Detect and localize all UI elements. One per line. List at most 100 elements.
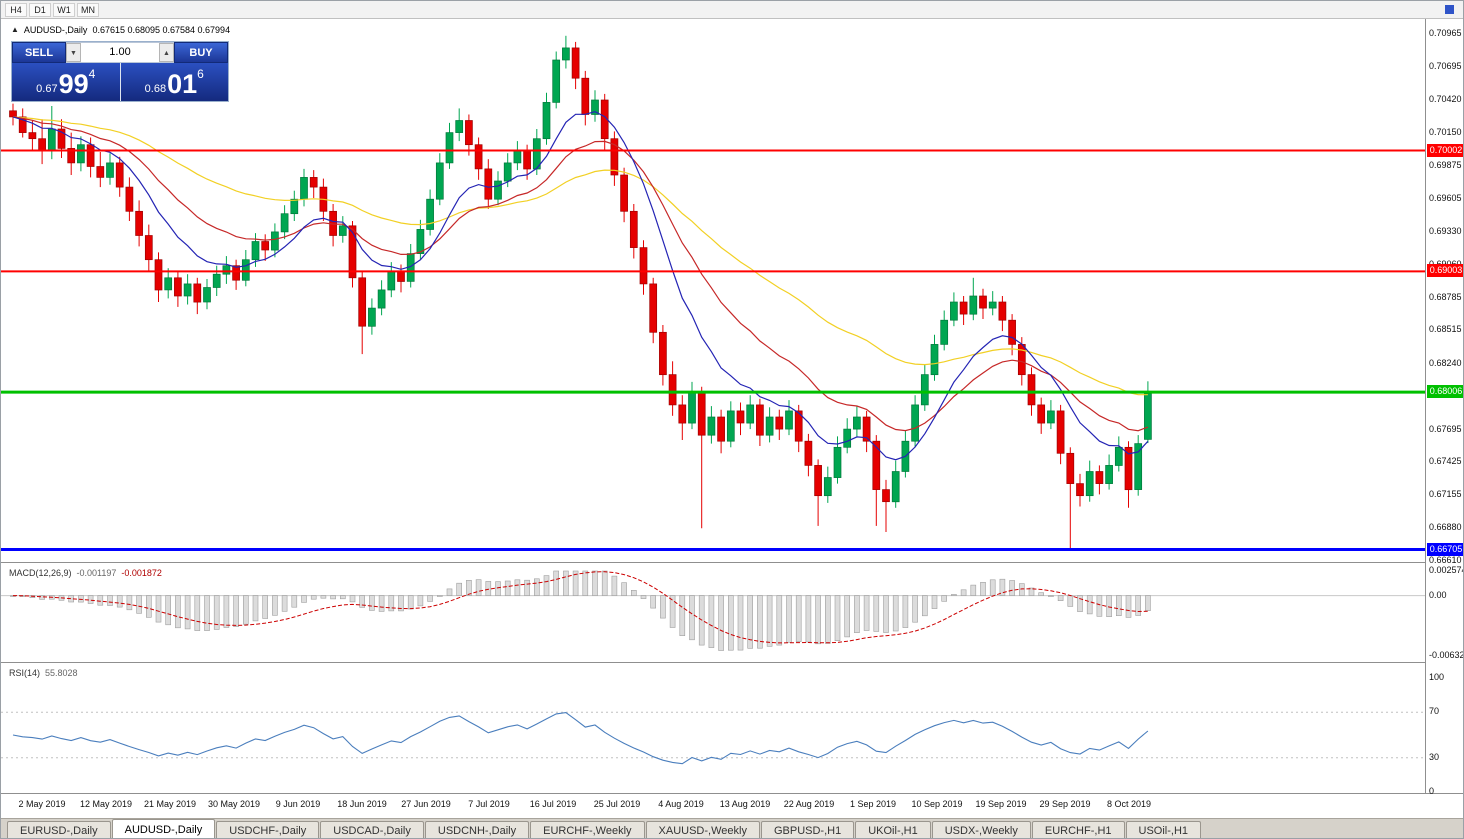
sell-price-big: 99 [58, 69, 89, 99]
rsi-axis-label: 100 [1429, 672, 1445, 682]
price-axis-label: 0.67695 [1429, 424, 1462, 434]
ma-slow-line [12, 116, 1148, 396]
rsi-line [12, 712, 1149, 765]
chart-tab-eurchf-weekly[interactable]: EURCHF-,Weekly [530, 821, 645, 838]
price-axis-label: 0.66880 [1429, 522, 1462, 532]
price-axis-label: 0.70420 [1429, 94, 1462, 104]
rsi-axis-label: 0 [1429, 786, 1435, 796]
chart-tab-eurchf-h1[interactable]: EURCHF-,H1 [1031, 821, 1125, 838]
volume-decrease-button[interactable]: ▼ [66, 43, 81, 62]
macd-axis-label: 0.00 [1429, 590, 1447, 600]
price-axis-label: 0.67425 [1429, 456, 1462, 466]
chart-tab-usdx-weekly[interactable]: USDX-,Weekly [931, 821, 1031, 838]
chart-tab-usoil-h1[interactable]: USOil-,H1 [1125, 821, 1202, 838]
rsi-value: 55.8028 [45, 668, 78, 678]
chart-tab-usdchf-daily[interactable]: USDCHF-,Daily [216, 821, 320, 838]
chart-ohlc-values: 0.67615 0.68095 0.67584 0.67994 [92, 25, 231, 35]
sell-price-small: 0.67 [36, 83, 58, 95]
chart-tabs-bar: EURUSD-,Daily AUDUSD-,Daily USDCHF-,Daily U… [1, 819, 1463, 838]
chart-tab-xauusd-weekly[interactable]: XAUUSD-,Weekly [645, 821, 760, 838]
chart-tab-usdcnh-daily[interactable]: USDCNH-,Daily [424, 821, 530, 838]
volume-input[interactable]: ▼ 1.00 ▲ [66, 42, 174, 63]
price-axis-label: 0.68240 [1429, 358, 1462, 368]
price-axis-label: 0.68785 [1429, 292, 1462, 302]
date-axis-label: 29 Sep 2019 [1039, 799, 1091, 809]
price-axis: 0.70965 0.70695 0.70420 0.70150 0.69875 0.696… [1425, 19, 1464, 796]
timeframe-button-h4[interactable]: H4 [5, 2, 27, 17]
tabbar-separator [1, 818, 1463, 819]
date-axis-label: 9 Jun 2019 [275, 799, 321, 809]
buy-price-pip: 6 [197, 67, 204, 81]
timeframe-toolbar: H4 D1 W1 MN [1, 1, 1463, 19]
date-axis-label: 4 Aug 2019 [658, 799, 704, 809]
price-level-tag[interactable]: 0.66705 [1427, 543, 1463, 556]
timeframe-button-w1[interactable]: W1 [53, 2, 75, 17]
macd-name: MACD(12,26,9) [9, 568, 72, 578]
price-axis-label: 0.70150 [1429, 127, 1462, 137]
buy-button[interactable]: BUY [174, 42, 228, 63]
price-axis-label: 0.70965 [1429, 28, 1462, 38]
date-axis-label: 25 Jul 2019 [593, 799, 641, 809]
date-axis-label: 10 Sep 2019 [911, 799, 963, 809]
macd-axis-label: 0.002574 [1429, 565, 1464, 575]
chart-ohlc-header: ▲ AUDUSD-,Daily 0.67615 0.68095 0.67584 … [11, 25, 230, 35]
main-price-chart[interactable] [1, 19, 1425, 562]
chart-tab-gbpusd-h1[interactable]: GBPUSD-,H1 [760, 821, 855, 838]
rsi-indicator-chart[interactable] [1, 663, 1425, 793]
timeframe-button-mn[interactable]: MN [77, 2, 99, 17]
chart-shift-icon[interactable] [1445, 5, 1454, 14]
chart-tab-audusd-daily[interactable]: AUDUSD-,Daily [111, 819, 216, 838]
chart-tab-ukoil-h1[interactable]: UKOil-,H1 [855, 821, 931, 838]
buy-price-big: 01 [167, 69, 198, 99]
price-level-tag[interactable]: 0.68006 [1427, 385, 1463, 398]
price-axis-label: 0.69330 [1429, 226, 1462, 236]
macd-main-value: -0.001197 [76, 568, 117, 578]
date-axis-label: 30 May 2019 [207, 799, 261, 809]
price-axis-label: 0.70695 [1429, 61, 1462, 71]
volume-increase-button[interactable]: ▲ [159, 43, 174, 62]
macd-label: MACD(12,26,9) -0.001197 -0.001872 [9, 568, 162, 578]
date-axis-label: 12 May 2019 [79, 799, 133, 809]
chart-tab-usdcad-daily[interactable]: USDCAD-,Daily [320, 821, 424, 838]
price-level-tag[interactable]: 0.69003 [1427, 264, 1463, 277]
date-axis-label: 27 Jun 2019 [401, 799, 451, 809]
price-axis-label: 0.66610 [1429, 555, 1462, 565]
panel-separator [1, 793, 1463, 794]
ma-fast-line [12, 111, 1149, 461]
date-axis-label: 7 Jul 2019 [468, 799, 510, 809]
panel-separator[interactable] [1, 562, 1463, 563]
rsi-name: RSI(14) [9, 668, 41, 678]
price-axis-label: 0.69605 [1429, 193, 1462, 203]
price-axis-label: 0.68515 [1429, 324, 1462, 334]
timeframe-button-d1[interactable]: D1 [29, 2, 51, 17]
date-axis-label: 1 Sep 2019 [849, 799, 897, 809]
sell-button[interactable]: SELL [12, 42, 66, 63]
macd-signal-line [12, 571, 1148, 644]
price-axis-label: 0.67155 [1429, 489, 1462, 499]
time-axis: 2 May 2019 12 May 2019 21 May 2019 30 May 2… [1, 794, 1425, 818]
panel-separator[interactable] [1, 662, 1463, 663]
sell-price-display[interactable]: 0.67 99 4 [12, 63, 120, 101]
volume-value[interactable]: 1.00 [81, 43, 159, 62]
rsi-label: RSI(14) 55.8028 [9, 668, 78, 678]
sell-price-pip: 4 [88, 67, 96, 81]
macd-indicator-chart[interactable] [1, 563, 1425, 662]
buy-price-small: 0.68 [144, 83, 167, 95]
date-axis-label: 2 May 2019 [18, 799, 66, 809]
macd-histogram [10, 570, 1151, 651]
chart-title: AUDUSD-,Daily [23, 25, 88, 35]
one-click-panel-toggle-icon[interactable]: ▲ [11, 25, 19, 34]
rsi-axis-label: 30 [1429, 752, 1440, 762]
date-axis-label: 22 Aug 2019 [783, 799, 835, 809]
date-axis-label: 21 May 2019 [143, 799, 197, 809]
buy-price-display[interactable]: 0.68 01 6 [120, 63, 228, 101]
rsi-axis-label: 70 [1429, 706, 1440, 716]
chart-tab-eurusd-daily[interactable]: EURUSD-,Daily [7, 821, 111, 838]
price-axis-label: 0.69875 [1429, 160, 1462, 170]
macd-signal-value: -0.001872 [121, 568, 162, 578]
one-click-trading-panel: SELL ▼ 1.00 ▲ BUY 0.67 99 4 0.68 01 6 [11, 41, 229, 102]
macd-axis-label: -0.006326 [1429, 650, 1463, 660]
price-level-tag[interactable]: 0.70002 [1427, 144, 1463, 157]
date-axis-label: 18 Jun 2019 [337, 799, 387, 809]
